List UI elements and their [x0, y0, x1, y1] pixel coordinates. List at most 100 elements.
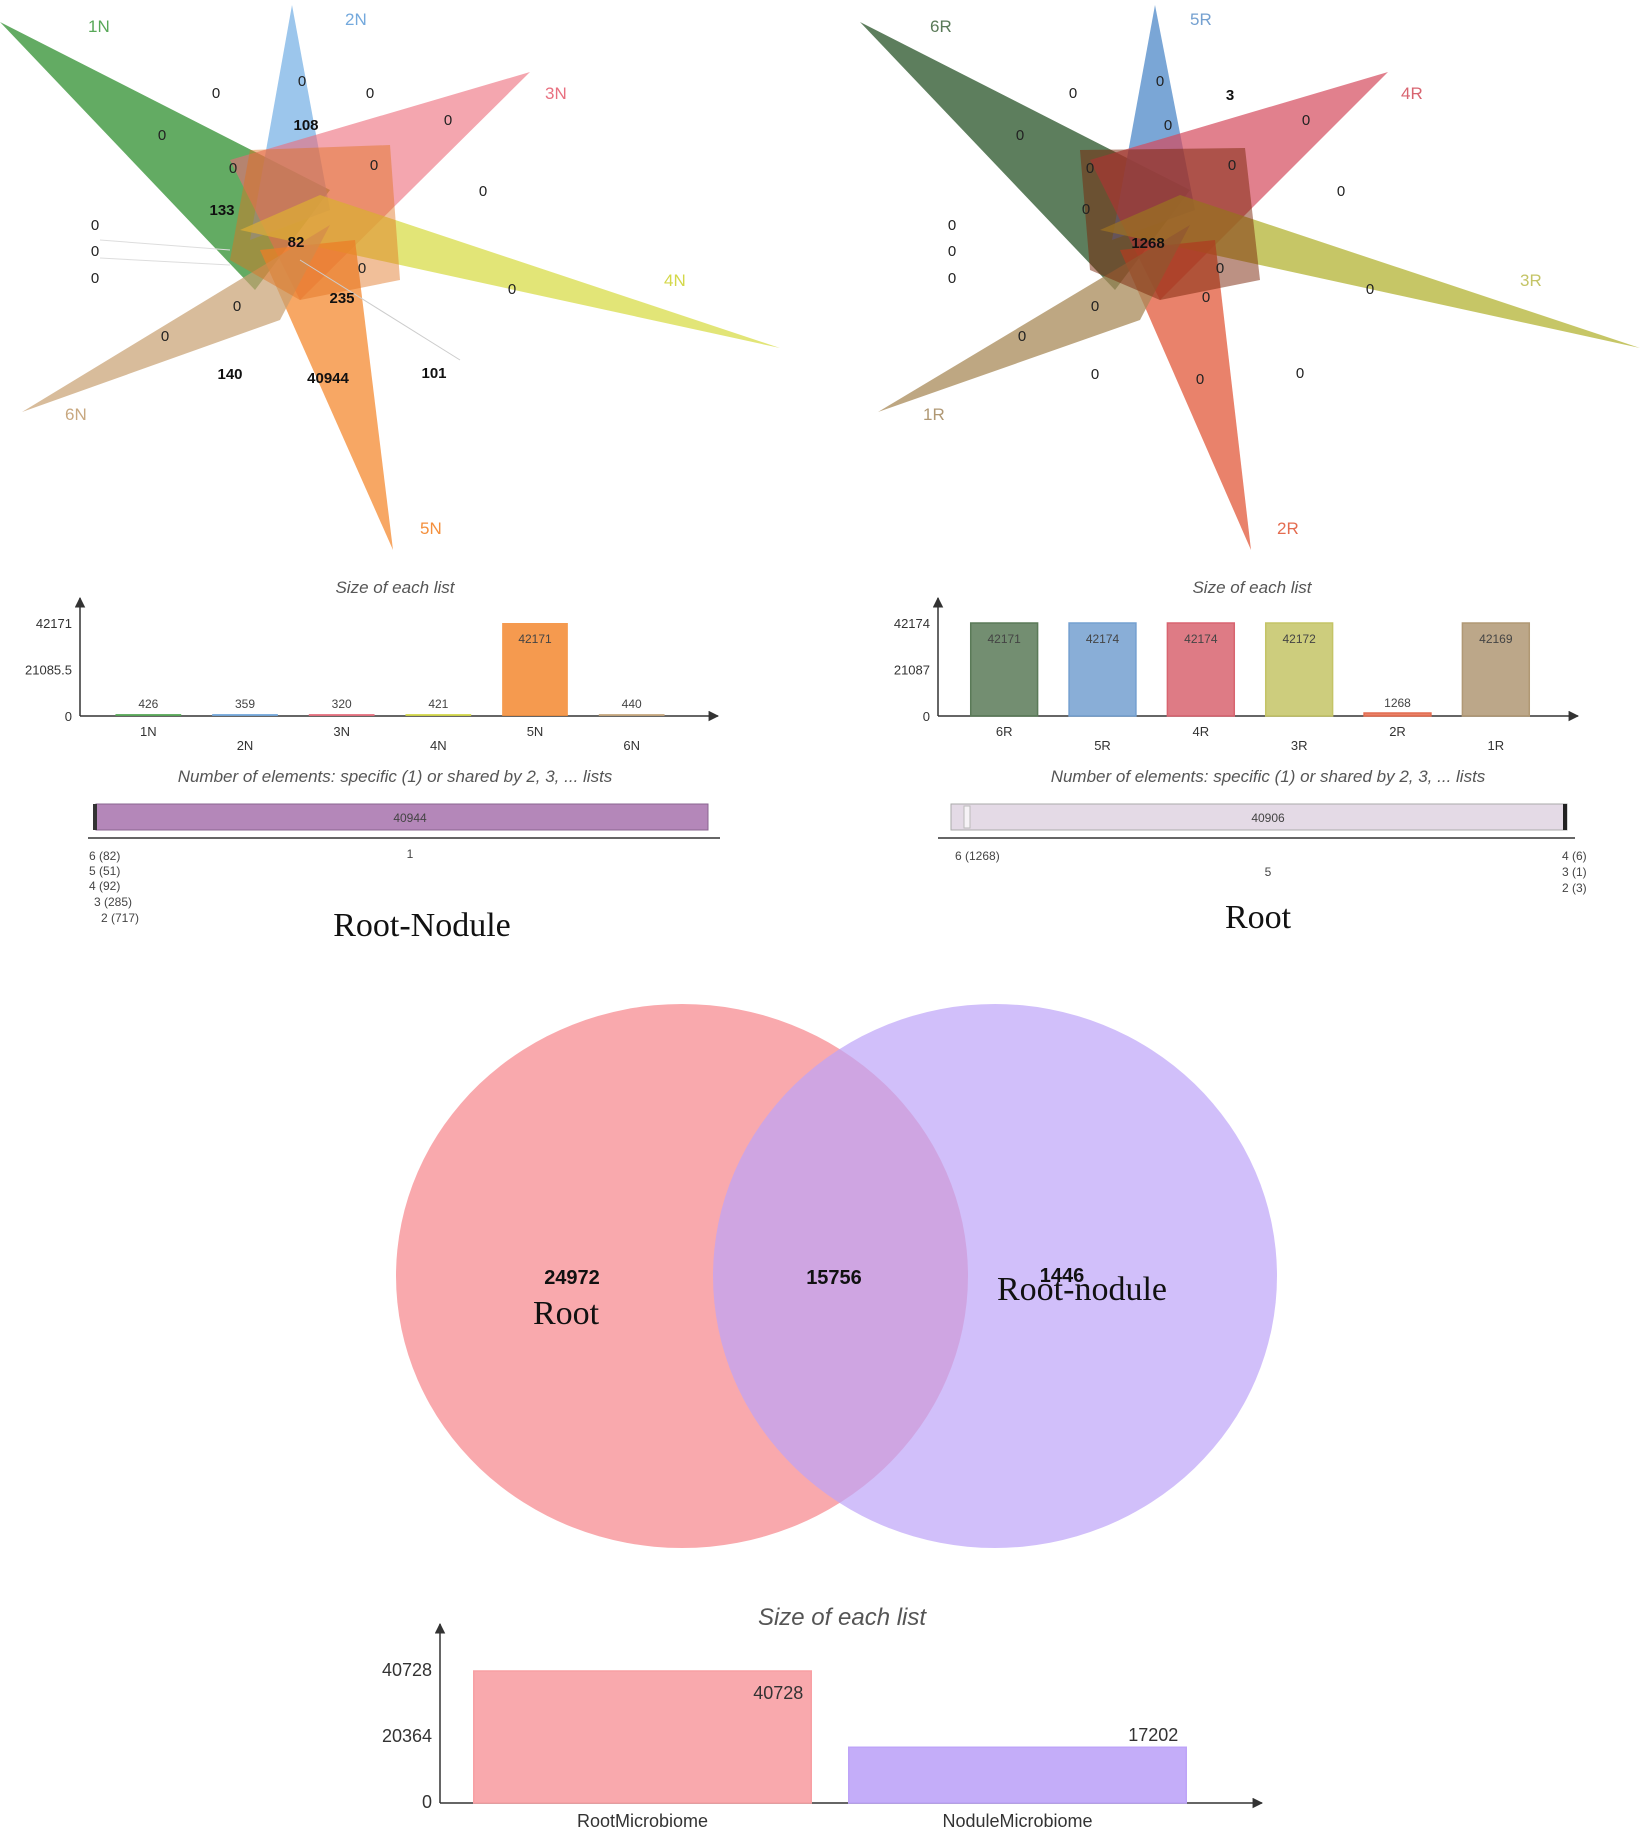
- bar-4N: [405, 714, 472, 716]
- set-label-5N: 5N: [420, 519, 442, 538]
- x-category-label: NoduleMicrobiome: [942, 1811, 1092, 1831]
- y-tick-label: 21087: [894, 663, 930, 678]
- venn-count: 0: [358, 260, 366, 277]
- venn-6set-root-nodule: [0, 5, 780, 550]
- venn-count: 0: [370, 157, 378, 174]
- bar-value-label: 440: [622, 697, 642, 711]
- x-category-label: 3N: [333, 724, 350, 739]
- venn-core-right: [1080, 148, 1260, 300]
- size-bar-chart-right: Size of each list 0 21087 42174 42171 6R 4217…: [894, 578, 1580, 753]
- venn-count: 0: [948, 217, 956, 234]
- venn-count-nodule-only: 1446: [1040, 1265, 1085, 1287]
- venn-shape-6N: [22, 225, 330, 412]
- shared-axis-mid: 5: [1265, 865, 1272, 879]
- venn-count-3: 3: [1226, 87, 1234, 104]
- shared-breakdown-item: 6 (82): [89, 849, 120, 863]
- venn-count: 0: [233, 298, 241, 315]
- venn-2set: 24972 15756 1446 Root Root-nodule: [396, 1004, 1277, 1548]
- bar-3R: [1264, 622, 1334, 717]
- bar-1R: [1461, 622, 1531, 717]
- venn-count: 0: [948, 270, 956, 287]
- bar-value-label: 40728: [753, 1683, 803, 1703]
- size-bar-chart-bottom: Size of each list 0 20364 40728 40728 RootMi…: [382, 1604, 1264, 1831]
- bar-value-label: 1268: [1384, 696, 1411, 710]
- bar-6N: [598, 714, 665, 716]
- bar-value-label: 359: [235, 697, 255, 711]
- venn-count-root-only: 24972: [544, 1267, 600, 1289]
- venn-count-82: 82: [288, 234, 305, 251]
- venn-left-labels: 1N 2N 3N 4N 5N 6N 0 0 0 0 0 0 0 0 0 0 0 …: [65, 10, 686, 538]
- shared-breakdown-item: 2 (3): [1562, 881, 1587, 895]
- x-category-label: 3R: [1291, 738, 1308, 753]
- venn-count: 0: [158, 127, 166, 144]
- set-label-2R: 2R: [1277, 519, 1299, 538]
- x-category-label: 5R: [1094, 738, 1111, 753]
- venn-count-40944: 40944: [307, 370, 349, 387]
- y-tick-label: 0: [65, 709, 72, 724]
- venn-core-left: [230, 145, 400, 300]
- set-label-1N: 1N: [88, 17, 110, 36]
- shared-value: 40944: [393, 811, 427, 825]
- set-label-5R: 5R: [1190, 10, 1212, 29]
- y-tick-label: 40728: [382, 1660, 432, 1680]
- y-tick-label: 21085.5: [25, 663, 72, 678]
- venn-count: 0: [229, 160, 237, 177]
- shared-bar-left: [95, 803, 709, 831]
- bar-value-label: 421: [428, 697, 448, 711]
- venn-count-133: 133: [209, 202, 234, 219]
- venn-count: 0: [1156, 73, 1164, 90]
- x-category-label: 1N: [140, 724, 157, 739]
- venn-count: 0: [1164, 117, 1172, 134]
- bar-RootMicrobiome: [473, 1670, 812, 1804]
- venn-count: 0: [1082, 201, 1090, 218]
- x-category-label: 6R: [996, 724, 1013, 739]
- venn-shape-4N: [240, 195, 780, 348]
- venn-count: 0: [212, 85, 220, 102]
- shared-breakdown-item: 4 (92): [89, 879, 120, 893]
- bar-value-label: 42171: [987, 632, 1021, 646]
- bar-4R: [1166, 622, 1236, 717]
- venn-count-overlap: 15756: [806, 1267, 862, 1289]
- x-category-label: 6N: [623, 738, 640, 753]
- venn-shape-1N: [0, 22, 330, 290]
- shared-title: Number of elements: specific (1) or shar…: [1051, 767, 1486, 786]
- bar-1N: [115, 714, 182, 716]
- y-tick-label: 0: [923, 709, 930, 724]
- x-category-label: 2N: [237, 738, 254, 753]
- panel-title-root: Root: [1225, 899, 1292, 936]
- shared-value: 40906: [1251, 811, 1285, 825]
- venn-count: 0: [1069, 85, 1077, 102]
- venn-count: 0: [1228, 157, 1236, 174]
- shared-breakdown-item: 3 (285): [94, 895, 132, 909]
- venn-label-root: Root: [533, 1295, 600, 1332]
- chart-title: Size of each list: [335, 578, 455, 597]
- venn-right-labels: 6R 5R 4R 3R 2R 1R 0 0 0 0 0 0 0 0 0 0 0 …: [923, 10, 1542, 538]
- venn-shape-2R: [1120, 240, 1251, 550]
- bar-value-label: 42169: [1479, 632, 1513, 646]
- venn-count: 0: [298, 73, 306, 90]
- venn-count-108: 108: [293, 117, 318, 134]
- x-category-label: 5N: [527, 724, 544, 739]
- set-label-2N: 2N: [345, 10, 367, 29]
- y-tick-label: 42174: [894, 616, 930, 631]
- x-category-label: 2R: [1389, 724, 1406, 739]
- bar-value-label: 426: [138, 697, 158, 711]
- venn-count: 0: [508, 281, 516, 298]
- shared-strip-right: Number of elements: specific (1) or shar…: [938, 767, 1587, 895]
- chart-title: Size of each list: [1192, 578, 1312, 597]
- venn-count: 0: [1296, 365, 1304, 382]
- bar-5R: [1068, 622, 1137, 717]
- venn-count: 0: [1196, 371, 1204, 388]
- venn-count: 0: [91, 217, 99, 234]
- venn-count: 0: [1366, 281, 1374, 298]
- shared-breakdown-item: 5 (51): [89, 864, 120, 878]
- set-label-1R: 1R: [923, 405, 945, 424]
- bar-value-label: 320: [332, 697, 352, 711]
- set-label-6R: 6R: [930, 17, 952, 36]
- venn-count: 0: [1091, 366, 1099, 383]
- venn-count: 0: [479, 183, 487, 200]
- venn-count-101: 101: [421, 365, 446, 382]
- x-category-label: 1R: [1488, 738, 1505, 753]
- shared-axis-mid: 1: [407, 847, 414, 861]
